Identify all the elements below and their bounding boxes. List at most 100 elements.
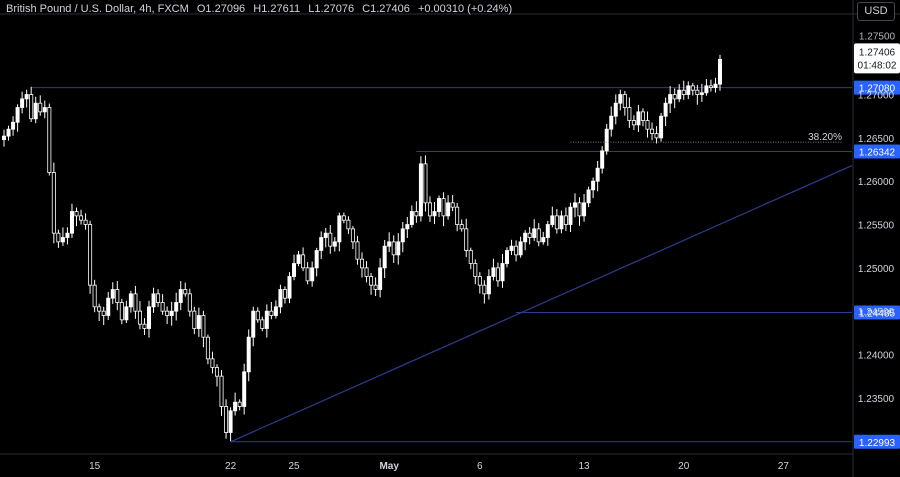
candle-body — [396, 241, 401, 256]
candle-body — [292, 263, 297, 277]
candle-body — [15, 107, 20, 123]
candle-body — [591, 180, 596, 191]
candle-body — [582, 202, 587, 217]
symbol-title: British Pound / U.S. Dollar, 4h, FXCM — [6, 3, 189, 15]
candle-body — [563, 215, 568, 225]
level-price-tag — [854, 144, 900, 159]
candle-body — [106, 297, 111, 316]
time-axis[interactable]: 15 22 25 May 6 13 20 27 — [0, 453, 853, 472]
price-tick-label: 1.26500 — [858, 134, 895, 145]
candle-body — [310, 267, 315, 282]
candle-body — [718, 58, 723, 85]
candle-body — [704, 85, 709, 94]
time-tick-label: 27 — [778, 461, 790, 472]
candle-body — [287, 276, 292, 299]
candle-body — [33, 102, 38, 120]
time-tick-label: 15 — [89, 461, 101, 472]
candle-body — [296, 254, 301, 264]
symbol-header: British Pound / U.S. Dollar, 4h, FXCM O1… — [6, 3, 517, 15]
candle-body — [713, 83, 718, 88]
candle-body — [169, 310, 174, 316]
candle-body — [74, 211, 79, 217]
currency-button[interactable]: USD — [857, 2, 895, 21]
candle-body — [205, 336, 210, 360]
candle-body — [514, 245, 519, 256]
current-price-label: 1.27406 — [859, 47, 896, 58]
candle-body — [219, 375, 224, 407]
candle-body — [24, 94, 29, 100]
annotations: 38.20% — [230, 132, 853, 443]
candle-body — [355, 241, 360, 260]
open-value: O1.27096 — [196, 3, 246, 15]
candle-body — [51, 172, 56, 234]
price-tick-label: 1.27000 — [858, 91, 895, 102]
candle-body — [427, 202, 432, 217]
candle-body — [450, 202, 455, 208]
candle-body — [142, 323, 147, 329]
candle-body — [482, 284, 487, 295]
candle-body — [541, 237, 546, 243]
candle-body — [42, 107, 47, 113]
price-axis[interactable]: 1.27080 1.26342 1.24485 1.22993 1.27000 1.265… — [852, 0, 900, 477]
time-tick-label: 25 — [288, 461, 300, 472]
candle-body — [174, 302, 179, 312]
price-tick-label: 1.25500 — [858, 221, 895, 232]
candle-body — [545, 224, 550, 238]
candle-body — [83, 219, 88, 225]
candle-body — [446, 202, 451, 217]
candle-body — [572, 202, 577, 208]
candle-body — [559, 215, 564, 230]
level-price-label: 1.26342 — [859, 148, 896, 159]
level-lines — [0, 13, 900, 443]
candle-body — [165, 310, 170, 316]
candle-body — [124, 306, 129, 321]
price-tick-label: 1.23500 — [858, 394, 895, 405]
candle-body — [20, 98, 25, 108]
candle-body — [418, 163, 423, 217]
candle-body — [486, 276, 491, 295]
candle-body — [156, 293, 161, 303]
candle-body — [237, 401, 242, 407]
candle-body — [260, 319, 265, 329]
candle-body — [60, 237, 65, 243]
candle-body — [622, 94, 627, 108]
candle-body — [645, 120, 650, 130]
current-price-tag — [854, 43, 900, 74]
candle-body — [178, 289, 183, 303]
candle-body — [301, 254, 306, 269]
candle-body — [160, 302, 165, 312]
candle-body — [681, 89, 686, 95]
time-tick-label: 22 — [225, 461, 237, 472]
candle-body — [251, 310, 256, 338]
candle-body — [405, 224, 410, 230]
candle-body — [137, 310, 142, 325]
candle-body — [79, 215, 84, 221]
candle-body — [640, 111, 645, 121]
change-value: +0.00310 (+0.24%) — [417, 3, 513, 15]
candle-body — [196, 315, 201, 329]
candle-body — [495, 267, 500, 282]
candle-body — [88, 224, 93, 286]
candle-body — [491, 267, 496, 277]
candle-body — [378, 267, 383, 290]
candle-body — [464, 228, 469, 251]
candle-body — [65, 232, 70, 238]
level-price-tag — [854, 434, 900, 449]
candle-body — [523, 232, 528, 243]
candle-body — [233, 401, 238, 412]
level-price-tag — [854, 80, 900, 95]
candle-body — [382, 245, 387, 269]
candle-body — [255, 310, 260, 321]
candle-body — [319, 237, 324, 251]
candle-body — [636, 111, 641, 126]
candle-body — [305, 267, 310, 282]
candle-body — [278, 289, 283, 308]
candle-body — [672, 94, 677, 100]
candle-body — [387, 241, 392, 247]
candle-body — [663, 102, 668, 117]
candle-body — [187, 293, 192, 312]
time-tick-label: 20 — [678, 461, 690, 472]
candle-body — [369, 276, 374, 286]
candle-body — [509, 245, 514, 251]
